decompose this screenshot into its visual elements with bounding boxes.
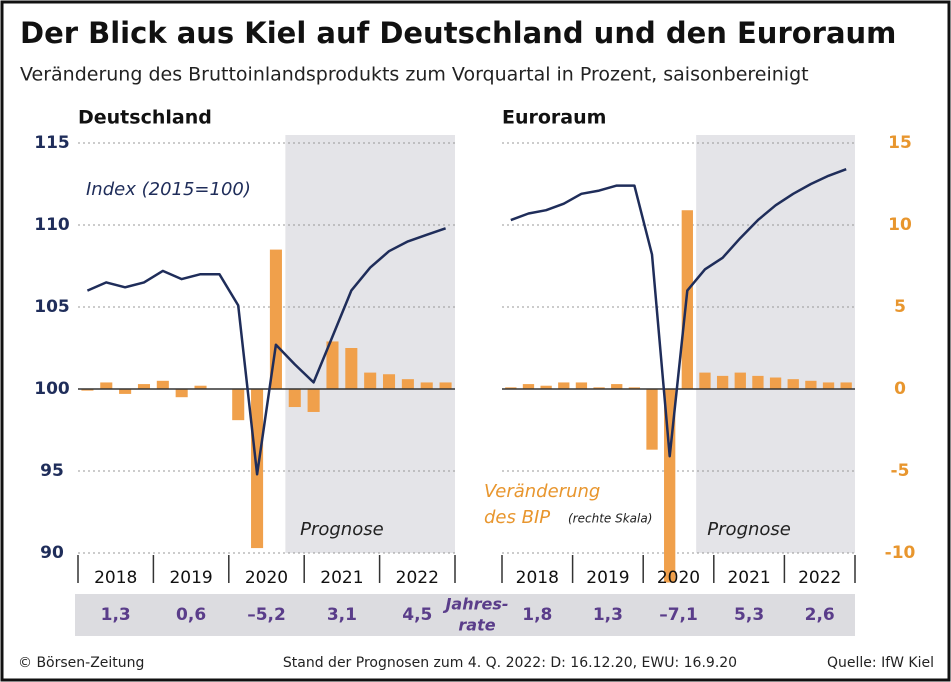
bar (628, 387, 641, 389)
bar-annotation: (rechte Skala) (568, 512, 652, 526)
prognosis-shade (285, 135, 455, 553)
x-tick-label: 2018 (516, 568, 559, 588)
y2-tick-label: 10 (888, 215, 912, 235)
bar (345, 348, 358, 389)
bar (664, 389, 676, 583)
bar (119, 389, 132, 394)
bar (558, 382, 570, 389)
x-tick-label: 2021 (727, 568, 770, 588)
annual-rate: 4,5 (402, 605, 432, 625)
bar (611, 384, 623, 389)
bar (522, 384, 535, 389)
y-tick-label: 110 (34, 215, 70, 235)
x-tick-label: 2019 (586, 568, 629, 588)
annual-rate: –5,2 (247, 605, 286, 625)
y2-tick-label: -5 (891, 461, 910, 481)
y-tick-label: 90 (40, 543, 64, 563)
footer-left: © Börsen-Zeitung (18, 655, 144, 671)
annual-rate: 2,6 (805, 605, 835, 625)
bar (505, 387, 517, 389)
bar (769, 377, 782, 389)
annual-rate: 1,8 (522, 605, 552, 625)
bar-annotation: Veränderung (484, 481, 600, 502)
bar (787, 379, 799, 389)
bar (232, 389, 245, 421)
x-tick-label: 2021 (320, 568, 363, 588)
bar (156, 380, 169, 389)
bar (288, 389, 301, 408)
footer-center: Stand der Prognosen zum 4. Q. 2022: D: 1… (283, 655, 737, 671)
prognosis-shade (696, 135, 855, 553)
y2-tick-label: 15 (888, 133, 912, 153)
bar (307, 389, 320, 412)
line-annotation: Index (2015=100) (86, 179, 251, 200)
index-line (510, 168, 847, 458)
prognosis-label: Prognose (707, 519, 791, 540)
bar (646, 389, 658, 450)
bar (194, 385, 207, 389)
annual-rate: 1,3 (593, 605, 623, 625)
y-tick-label: 105 (34, 297, 70, 317)
x-tick-label: 2020 (657, 568, 700, 588)
y-tick-label: 95 (40, 461, 64, 481)
x-tick-label: 2022 (798, 568, 841, 588)
bar (137, 384, 151, 389)
x-tick-label: 2022 (396, 568, 439, 588)
bar (540, 385, 552, 389)
bar (593, 387, 605, 389)
annual-rate: 3,1 (327, 605, 357, 625)
bar (364, 372, 377, 389)
bar (822, 382, 835, 389)
prognosis-label: Prognose (300, 519, 384, 540)
annual-rate: –7,1 (659, 605, 698, 625)
chart-subtitle: Veränderung des Bruttoinlandsprodukts zu… (20, 64, 809, 86)
annual-rate: 0,6 (176, 605, 206, 625)
bar (716, 375, 729, 389)
y2-tick-label: 5 (894, 297, 906, 317)
bar (420, 382, 433, 389)
bar (81, 389, 94, 391)
annual-rate: 5,3 (734, 605, 764, 625)
annual-label: Jahres- (442, 595, 508, 614)
x-tick-label: 2020 (245, 568, 288, 588)
panel-title: Euroraum (502, 107, 606, 129)
y2-tick-label: 0 (894, 379, 906, 399)
bar (401, 379, 414, 389)
x-tick-label: 2018 (94, 568, 137, 588)
bar (752, 375, 764, 389)
annual-label: rate (458, 616, 495, 635)
bar (699, 372, 711, 389)
y2-tick-label: -10 (885, 543, 916, 563)
bar (175, 389, 188, 398)
bar (840, 382, 852, 389)
bar (100, 382, 113, 389)
bar (326, 341, 339, 389)
y-tick-label: 115 (34, 133, 70, 153)
footer-right: Quelle: IfW Kiel (827, 655, 934, 671)
bar (382, 374, 396, 389)
bar-annotation: des BIP (484, 507, 550, 528)
annual-band (75, 594, 855, 636)
chart-title: Der Blick aus Kiel auf Deutschland und d… (20, 16, 896, 50)
bar (734, 372, 746, 389)
panel-title: Deutschland (78, 107, 212, 129)
y-tick-label: 100 (34, 379, 70, 399)
annual-rate: 1,3 (101, 605, 131, 625)
bar (805, 380, 817, 389)
bar (575, 382, 588, 389)
bar (269, 249, 282, 389)
index-line (86, 227, 447, 476)
x-tick-label: 2019 (169, 568, 212, 588)
bar (439, 382, 452, 389)
